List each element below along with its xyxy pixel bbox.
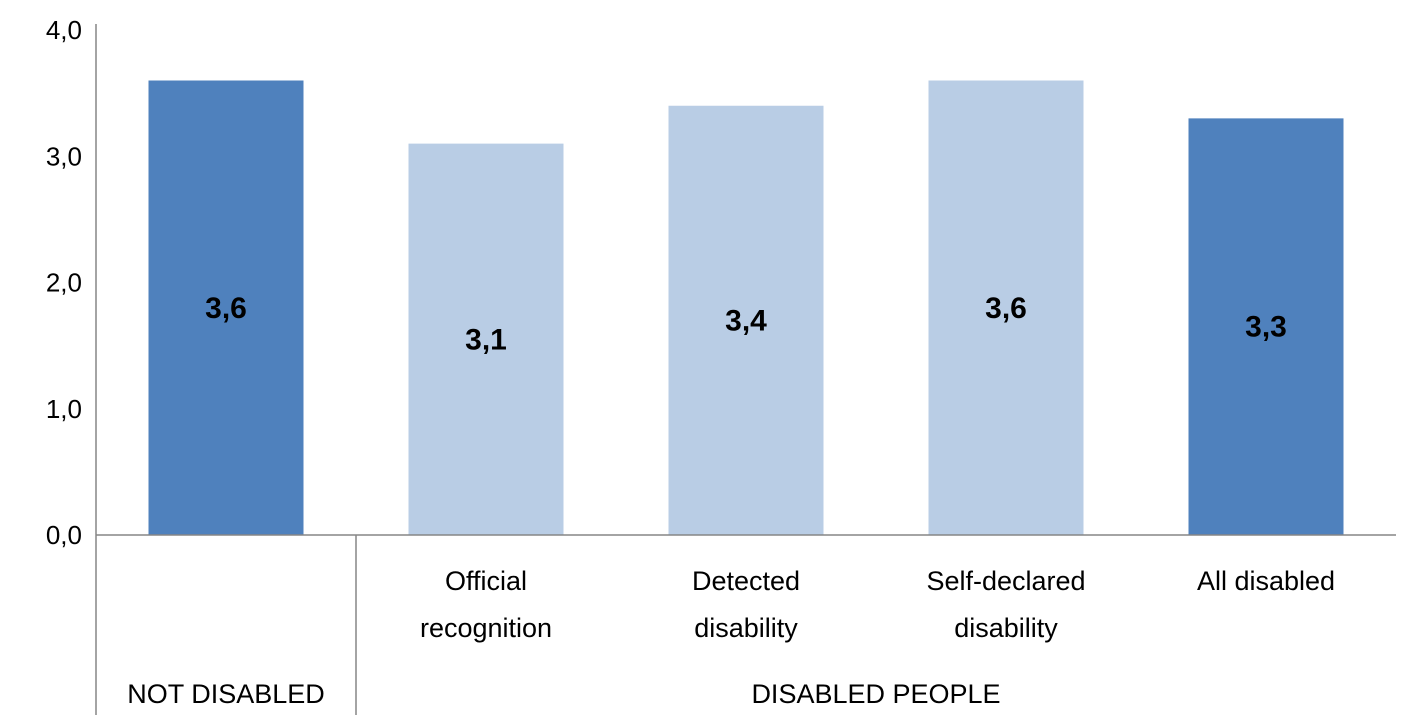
y-tick-label: 1,0 [46,394,82,424]
bar [148,80,304,535]
y-tick-label: 4,0 [46,15,82,45]
y-axis: 0,0 1,0 2,0 3,0 4,0 [46,15,97,550]
y-tick-label: 0,0 [46,520,82,550]
y-tick-label: 3,0 [46,141,82,171]
x-tick-label: Detected disability [692,566,800,643]
x-axis: Official recognition Detected disability Sel… [95,534,1396,715]
group-label: DISABLED PEOPLE [751,679,1000,709]
bar [928,80,1084,535]
bar [668,105,824,535]
data-label: 3,3 [1245,311,1287,344]
bar [408,143,564,535]
data-label: 3,6 [985,292,1027,325]
data-labels: 3,6 3,1 3,4 3,6 3,3 [205,292,1287,357]
x-tick-label: Self-declared disability [926,566,1085,643]
bars [148,80,1344,535]
y-tick-label: 2,0 [46,268,82,298]
x-tick-label: All disabled [1197,566,1335,596]
group-label: NOT DISABLED [127,679,325,709]
x-tick-label: Official recognition [420,566,552,643]
data-label: 3,6 [205,292,247,325]
bar [1188,118,1344,535]
data-label: 3,4 [725,304,767,337]
data-label: 3,1 [465,323,507,356]
